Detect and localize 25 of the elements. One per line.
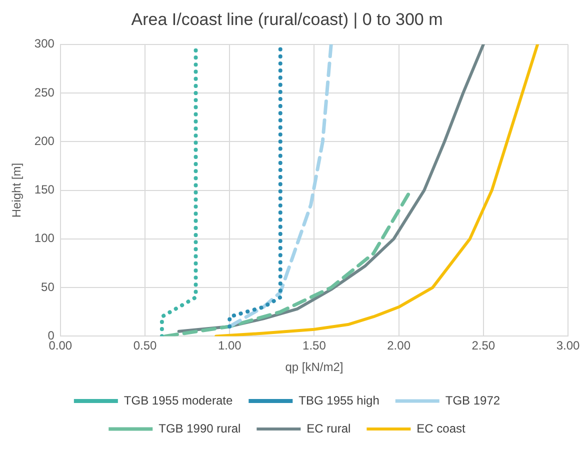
chart-title: Area I/coast line (rural/coast) | 0 to 300 m: [131, 10, 443, 29]
y-tick-label: 50: [41, 280, 55, 294]
line-series: [164, 191, 411, 336]
x-tick-label: 0.00: [48, 338, 72, 353]
x-tick-label: 0.50: [133, 338, 158, 353]
y-tick-label: 250: [34, 85, 55, 100]
y-tick-label: 300: [34, 36, 55, 51]
x-tick-label: 3.00: [556, 338, 580, 353]
x-tick-label: 1.50: [302, 338, 326, 353]
legend-label: TGB 1972: [445, 393, 500, 408]
legend-label: EC rural: [306, 421, 351, 436]
y-tick-label: 200: [34, 134, 55, 148]
legend-label: TGB 1990 rural: [158, 421, 241, 436]
line-series: [228, 44, 333, 328]
legend-label: TGB 1955 moderate: [124, 393, 233, 408]
legend-label: EC coast: [416, 421, 466, 436]
legend-label: TBG 1955 high: [298, 393, 380, 408]
y-tick-label: 100: [34, 231, 55, 246]
x-tick-label: 2.00: [387, 338, 411, 353]
y-axis-title: Height [m]: [10, 162, 24, 218]
y-tick-label: 150: [34, 182, 55, 197]
line-series: [228, 47, 282, 328]
x-tick-label: 2.50: [472, 338, 496, 353]
x-tick-label: 1.00: [218, 338, 242, 353]
x-axis-title: qp [kN/m2]: [285, 360, 344, 374]
